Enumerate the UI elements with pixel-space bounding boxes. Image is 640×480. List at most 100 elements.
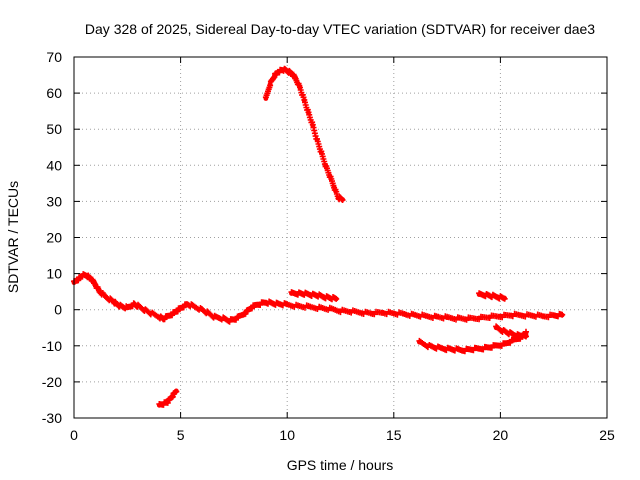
data-point xyxy=(340,197,346,202)
data-point xyxy=(280,67,286,73)
data-point xyxy=(493,325,499,331)
data-point xyxy=(519,312,525,318)
data-point xyxy=(444,315,450,321)
data-point xyxy=(306,110,311,116)
data-point xyxy=(434,345,439,351)
y-tick-label: 30 xyxy=(46,193,62,209)
data-point xyxy=(466,316,471,322)
y-tick-label: 40 xyxy=(46,157,62,173)
data-layer xyxy=(71,65,566,408)
data-point xyxy=(508,312,514,318)
data-point xyxy=(476,346,482,352)
data-point xyxy=(487,314,493,320)
data-point xyxy=(284,68,290,74)
data-point xyxy=(559,312,565,318)
data-point xyxy=(485,345,491,351)
data-point xyxy=(212,314,218,320)
tick-layer: 0 5 10 15 20 25 -30 -20 -10 0 10 20 30 40 50 60 70 xyxy=(42,49,615,443)
data-point xyxy=(380,310,386,315)
data-point xyxy=(233,316,239,322)
data-point xyxy=(173,388,179,394)
data-point xyxy=(502,295,508,301)
data-point xyxy=(327,306,333,312)
x-tick-label: 5 xyxy=(177,427,185,443)
data-point xyxy=(306,304,311,310)
data-point xyxy=(165,399,171,405)
data-point xyxy=(359,310,365,315)
data-point xyxy=(434,314,439,320)
data-point xyxy=(178,305,184,311)
data-point xyxy=(156,314,162,320)
data-point xyxy=(156,402,162,408)
data-point xyxy=(97,289,102,295)
data-point xyxy=(295,291,301,296)
data-point xyxy=(301,291,307,297)
data-point xyxy=(199,307,205,313)
data-point xyxy=(512,332,518,338)
grid-layer xyxy=(74,57,607,418)
data-point xyxy=(476,315,482,321)
y-tick-label: 20 xyxy=(46,230,62,246)
data-point xyxy=(321,294,326,300)
data-point xyxy=(220,316,226,322)
data-point xyxy=(455,315,461,321)
data-point xyxy=(510,337,516,343)
chart-title: Day 328 of 2025, Sidereal Day-to-day VTE… xyxy=(85,21,595,37)
data-point xyxy=(293,76,299,82)
data-point xyxy=(308,292,314,297)
data-point xyxy=(242,310,247,316)
data-point xyxy=(318,150,324,156)
data-point xyxy=(184,301,190,307)
y-tick-label: -20 xyxy=(42,374,62,390)
data-point xyxy=(468,347,473,352)
data-point xyxy=(276,69,282,74)
data-series xyxy=(262,65,346,203)
data-point xyxy=(289,70,294,76)
data-point xyxy=(148,310,154,316)
data-point xyxy=(476,292,482,297)
data-series xyxy=(493,323,529,340)
data-series xyxy=(156,388,180,408)
data-point xyxy=(423,313,429,319)
data-point xyxy=(402,311,407,317)
data-point xyxy=(131,301,137,307)
data-point xyxy=(161,316,166,322)
x-axis-label: GPS time / hours xyxy=(287,457,394,473)
data-point xyxy=(88,276,94,282)
data-point xyxy=(141,307,147,313)
data-point xyxy=(263,300,269,305)
data-point xyxy=(276,301,282,307)
data-point xyxy=(118,303,124,309)
data-point xyxy=(173,309,179,314)
data-point xyxy=(391,310,397,316)
data-marker-cluster xyxy=(288,289,340,303)
data-point xyxy=(114,301,120,307)
x-tick-label: 25 xyxy=(599,427,615,443)
data-point xyxy=(459,347,465,353)
y-tick-label: 70 xyxy=(46,49,62,65)
data-point xyxy=(498,313,503,319)
data-point xyxy=(540,313,546,319)
data-point xyxy=(75,276,81,282)
data-point xyxy=(348,309,354,314)
data-point xyxy=(442,346,448,352)
data-series xyxy=(288,289,340,303)
data-point xyxy=(416,339,422,345)
data-marker-cluster xyxy=(262,65,346,203)
data-point xyxy=(254,301,260,307)
data-point xyxy=(289,291,294,296)
data-point xyxy=(370,310,375,316)
data-point xyxy=(493,343,499,349)
data-point xyxy=(519,333,525,339)
data-point xyxy=(323,162,328,168)
x-tick-label: 20 xyxy=(493,427,509,443)
data-point xyxy=(335,195,341,201)
data-point xyxy=(314,137,320,143)
data-point xyxy=(495,294,501,300)
data-point xyxy=(338,308,343,314)
data-point xyxy=(272,73,277,79)
data-point xyxy=(248,305,254,311)
data-point xyxy=(205,310,211,316)
data-point xyxy=(314,292,320,298)
